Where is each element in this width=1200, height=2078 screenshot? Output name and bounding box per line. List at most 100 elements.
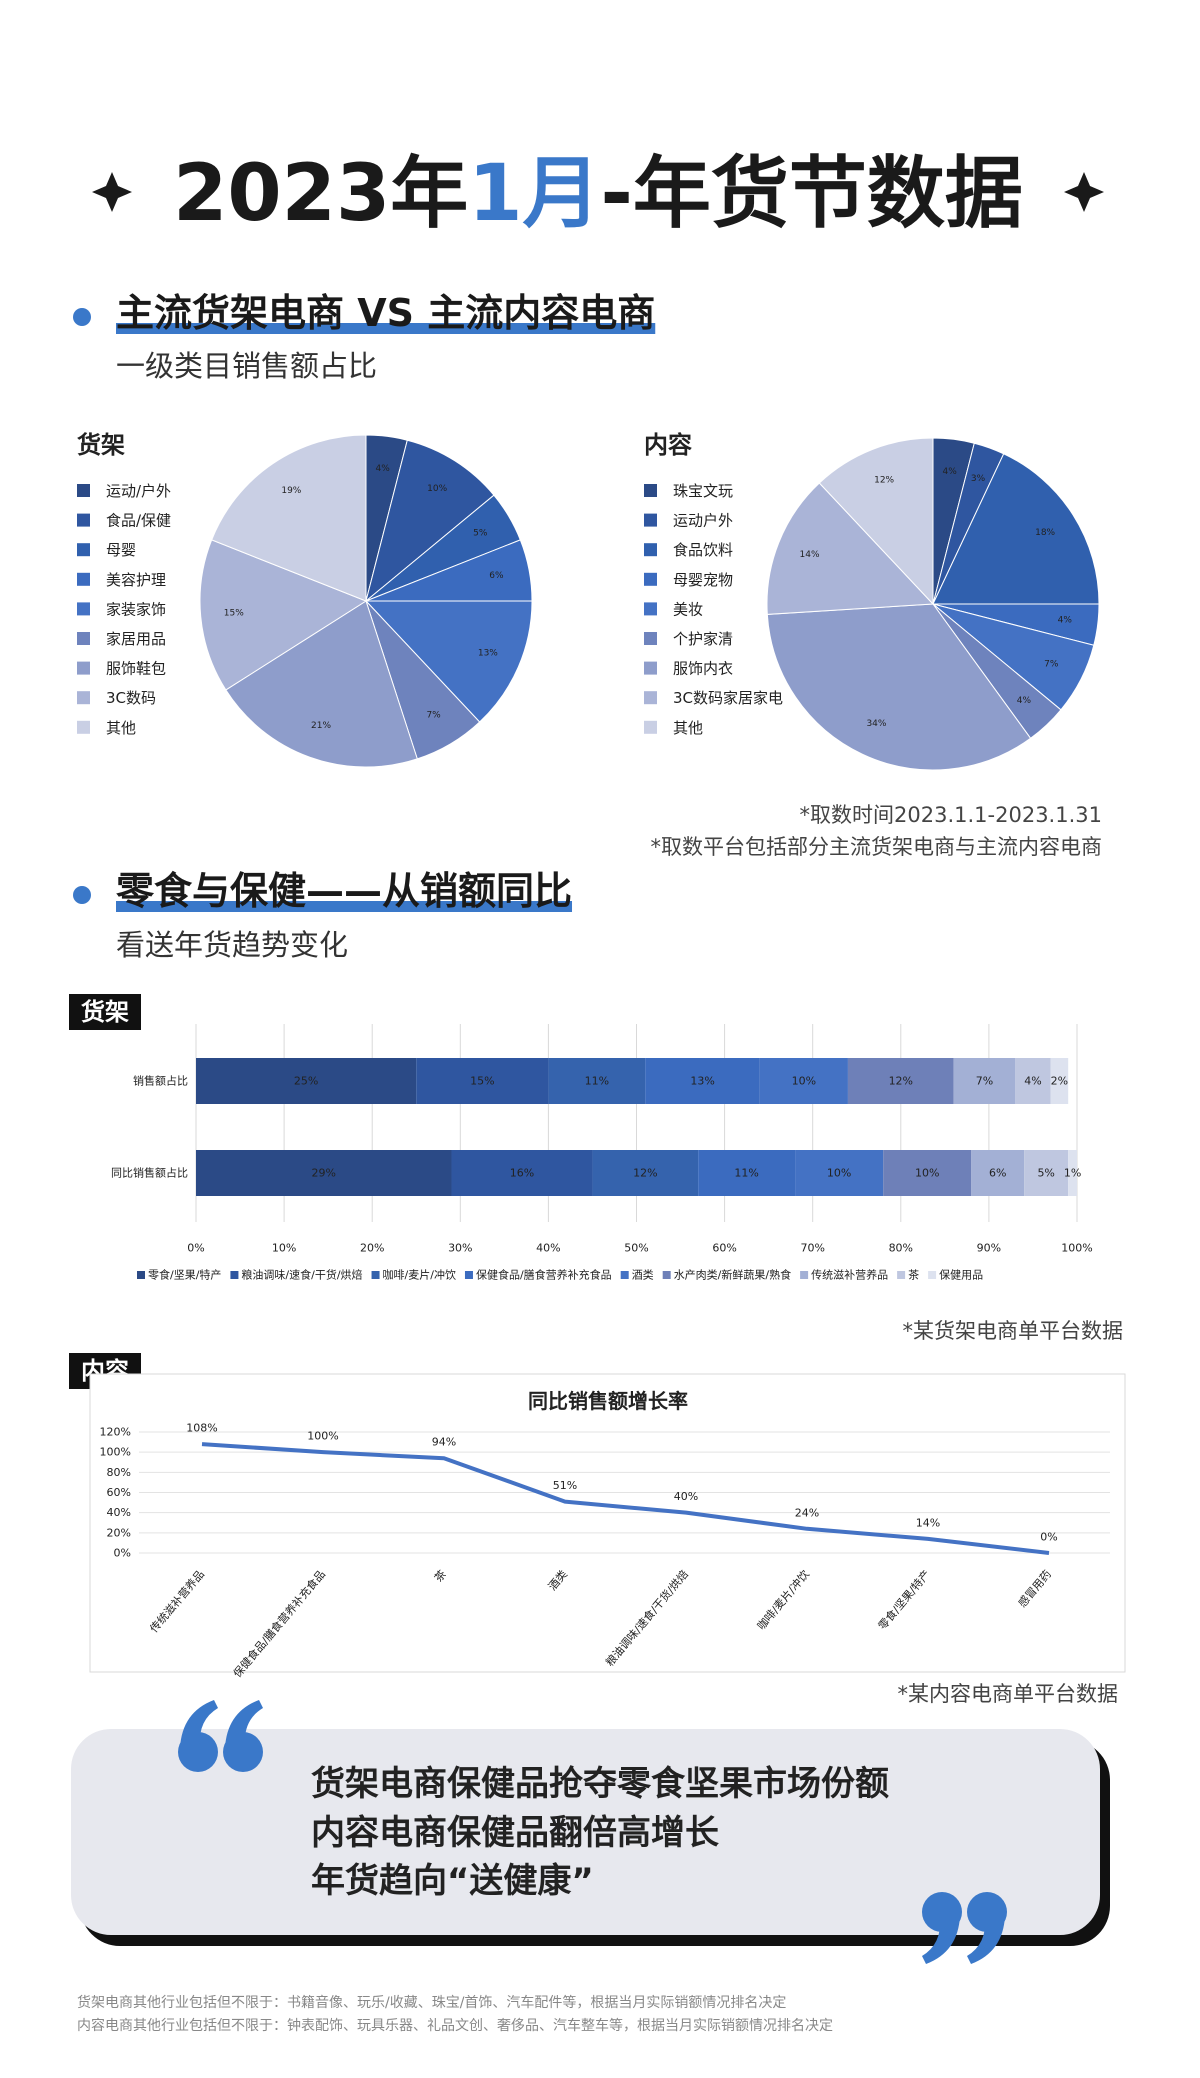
bar-label: 13%: [690, 1075, 714, 1088]
bar-segment: [196, 1150, 452, 1196]
bar-segment: [971, 1150, 1025, 1196]
legend-label: 其他: [106, 719, 136, 737]
legend-swatch: [800, 1271, 809, 1279]
slice-label: 4%: [1058, 616, 1073, 626]
bar-label: 11%: [734, 1167, 758, 1180]
slice-label: 5%: [473, 528, 488, 538]
bar-label: 10%: [827, 1167, 851, 1180]
slice-label: 4%: [376, 464, 391, 474]
bar-label: 11%: [585, 1075, 609, 1088]
legend-swatch: [77, 602, 90, 616]
legend-swatch: [662, 1271, 671, 1279]
slice-label: 15%: [224, 608, 244, 618]
legend-label: 保健食品/膳食营养补充食品: [476, 1268, 612, 1282]
slice-label: 34%: [866, 719, 886, 729]
data-label: 0%: [1040, 1531, 1057, 1544]
legend-swatch: [644, 484, 657, 497]
heading-underline: [116, 323, 656, 334]
bar-label: 7%: [976, 1075, 993, 1088]
bar-segment: [592, 1150, 699, 1196]
legend-swatch: [230, 1271, 239, 1279]
bar-label: 2%: [1051, 1075, 1068, 1088]
legend-swatch: [464, 1271, 473, 1279]
open-quote: [178, 1700, 263, 1772]
bullet: [73, 308, 91, 326]
x-tick-label: 0%: [187, 1242, 204, 1255]
legend-swatch: [77, 572, 90, 586]
quote-line: 年货趋向“送健康”: [311, 1861, 594, 1901]
x-tick-label: 80%: [889, 1242, 913, 1255]
pie-slice: [199, 539, 368, 691]
note: *取数时间2023.1.1-2023.1.31: [800, 803, 1102, 827]
legend-label: 个护家清: [673, 630, 733, 648]
legend-label: 3C数码: [106, 689, 156, 707]
slice-label: 3%: [971, 474, 986, 484]
bar-segment: [759, 1058, 848, 1104]
quote-line: 内容电商保健品翻倍高增长: [311, 1813, 719, 1853]
bar-label: 10%: [915, 1167, 939, 1180]
y-tick-label: 20%: [107, 1526, 131, 1539]
x-tick-label: 70%: [800, 1242, 824, 1255]
footer-note: 货架电商其他行业包括但不限于：书籍音像、玩乐/收藏、珠宝/首饰、汽车配件等，根据…: [77, 1994, 786, 2011]
title-part: 1月: [468, 149, 600, 239]
bar-label: 16%: [510, 1167, 534, 1180]
title-part: -年货节数据: [601, 149, 1023, 239]
bar-label: 10%: [792, 1075, 816, 1088]
legend-swatch: [77, 720, 90, 734]
slice-label: 13%: [478, 649, 498, 659]
legend-label: 家装家饰: [106, 600, 166, 618]
bar-segment: [883, 1150, 972, 1196]
pie-slice: [211, 434, 367, 602]
legend-label: 运动户外: [673, 512, 733, 530]
slice-label: 14%: [800, 550, 820, 560]
x-tick-label: 20%: [360, 1242, 384, 1255]
y-tick-label: 销售额占比: [133, 1074, 188, 1088]
legend-label: 服饰鞋包: [106, 660, 166, 678]
legend-label: 水产肉类/新鲜蔬果/熟食: [674, 1268, 791, 1282]
heading-underline: [116, 901, 573, 912]
chart-title: 同比销售额增长率: [528, 1389, 688, 1413]
legend-swatch: [644, 691, 657, 705]
legend-label: 食品/保健: [106, 512, 171, 530]
chart-title: 内容: [644, 431, 692, 459]
bar-segment: [953, 1058, 1016, 1104]
tag: 货架: [81, 998, 129, 1026]
bar-segment: [196, 1058, 417, 1104]
bar-segment: [847, 1058, 954, 1104]
bar-segment: [548, 1058, 646, 1104]
legend-label: 传统滋补营养品: [811, 1268, 888, 1282]
quote-box: [71, 1729, 1100, 1935]
legend-label: 其他: [673, 719, 703, 737]
bar-label: 12%: [889, 1075, 913, 1088]
slice-label: 10%: [427, 484, 447, 494]
y-tick-label: 同比销售额占比: [111, 1166, 188, 1180]
slice-label: 4%: [1017, 696, 1032, 706]
legend-swatch: [77, 513, 90, 527]
bar-segment: [645, 1058, 760, 1104]
section-subheading: 看送年货趋势变化: [116, 928, 348, 962]
legend-label: 粮油调味/速食/干货/烘焙: [241, 1268, 362, 1282]
bar-label: 5%: [1037, 1167, 1054, 1180]
pie-slice: [365, 439, 495, 603]
bar-label: 4%: [1024, 1075, 1041, 1088]
legend-label: 3C数码家居家电: [673, 689, 783, 707]
legend-label: 美妆: [673, 600, 703, 618]
bar-segment: [451, 1150, 593, 1196]
legend-label: 咖啡/麦片/冲饮: [383, 1268, 456, 1282]
bar-label: 25%: [294, 1075, 318, 1088]
data-label: 14%: [916, 1516, 940, 1529]
legend-label: 保健用品: [939, 1268, 983, 1282]
y-tick-label: 100%: [100, 1446, 131, 1459]
bullet: [73, 886, 91, 904]
legend-label: 食品饮料: [673, 541, 733, 559]
legend-label: 服饰内衣: [673, 660, 733, 678]
legend-swatch: [77, 632, 90, 645]
y-tick-label: 0%: [114, 1547, 131, 1560]
data-label: 108%: [186, 1422, 217, 1435]
star: [92, 172, 132, 212]
legend-swatch: [77, 543, 90, 557]
y-tick-label: 60%: [107, 1486, 131, 1499]
note: *取数平台包括部分主流货架电商与主流内容电商: [651, 835, 1103, 859]
x-tick-label: 40%: [536, 1242, 560, 1255]
close-quote: [922, 1892, 1007, 1964]
